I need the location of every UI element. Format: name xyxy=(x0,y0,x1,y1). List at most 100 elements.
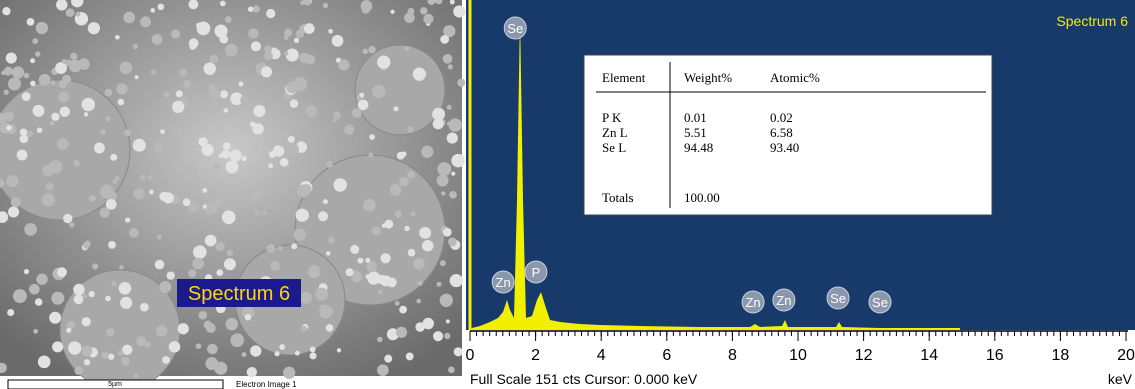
particle xyxy=(112,281,117,286)
particle xyxy=(377,56,390,69)
particle xyxy=(224,258,236,270)
particle xyxy=(160,129,165,134)
particle xyxy=(158,4,165,11)
particle xyxy=(404,46,409,51)
particle xyxy=(248,6,254,12)
particle xyxy=(369,134,375,140)
particle xyxy=(204,321,212,329)
particle xyxy=(198,311,207,320)
particle xyxy=(420,7,427,14)
particle xyxy=(118,350,124,356)
particle xyxy=(225,16,232,23)
particle xyxy=(179,69,187,77)
particle xyxy=(280,158,289,167)
particle xyxy=(36,22,48,34)
particle xyxy=(115,35,120,40)
particle xyxy=(82,317,91,326)
particle xyxy=(413,258,425,270)
particle xyxy=(11,197,21,207)
particle xyxy=(223,108,228,113)
particle xyxy=(37,127,43,133)
particle xyxy=(145,341,151,347)
peak-label: P xyxy=(532,265,541,280)
x-unit: keV xyxy=(1108,371,1133,387)
particle xyxy=(52,341,63,352)
particle xyxy=(393,106,398,111)
particle xyxy=(119,265,124,270)
particle xyxy=(33,105,45,117)
particle xyxy=(270,261,280,271)
particle xyxy=(129,228,138,237)
particle xyxy=(273,145,285,157)
particle xyxy=(448,367,455,374)
particle xyxy=(205,235,217,247)
table-cell: 93.40 xyxy=(770,140,799,155)
particle xyxy=(62,59,67,64)
particle xyxy=(74,366,82,374)
particle xyxy=(133,139,146,152)
particle xyxy=(76,12,81,17)
particle xyxy=(252,123,263,134)
table-header: Element xyxy=(602,70,646,85)
particle xyxy=(8,77,21,90)
scale-label: 5µm xyxy=(108,381,122,388)
particle xyxy=(380,276,391,287)
sem-label: Spectrum 6 xyxy=(188,283,290,305)
particle xyxy=(207,344,218,355)
particle xyxy=(415,322,424,331)
particle xyxy=(29,284,40,295)
particle xyxy=(291,243,297,249)
particle xyxy=(81,345,92,356)
particle xyxy=(221,150,230,159)
particle xyxy=(288,136,295,143)
particle xyxy=(408,249,416,257)
particle xyxy=(250,188,262,200)
particle xyxy=(140,174,146,180)
particle xyxy=(112,179,117,184)
particle xyxy=(328,237,335,244)
particle xyxy=(437,282,442,287)
particle xyxy=(45,183,53,191)
particle xyxy=(357,96,362,101)
particle xyxy=(163,91,169,97)
particle xyxy=(57,138,69,150)
particle xyxy=(266,9,275,18)
particle xyxy=(152,34,163,45)
particle xyxy=(296,209,309,222)
particle xyxy=(395,301,400,306)
particle xyxy=(33,329,38,334)
particle xyxy=(253,5,260,12)
particle xyxy=(247,367,257,377)
particle xyxy=(449,191,457,199)
particle xyxy=(192,258,204,270)
result-table: ElementWeight%Atomic%P K0.010.02Zn L5.51… xyxy=(584,55,992,215)
particle xyxy=(323,199,328,204)
particle xyxy=(366,274,370,278)
peak-label: Se xyxy=(872,295,888,310)
particle xyxy=(346,268,354,276)
particle xyxy=(440,35,449,44)
particle xyxy=(300,292,312,304)
particle xyxy=(89,195,96,202)
particle xyxy=(437,162,451,176)
particle xyxy=(352,108,362,118)
particle xyxy=(287,143,299,155)
particle xyxy=(193,245,207,259)
particle xyxy=(50,121,55,126)
particle xyxy=(372,85,385,98)
x-tick-label: 14 xyxy=(920,347,938,364)
particle xyxy=(62,75,71,84)
particle xyxy=(279,344,285,350)
particle xyxy=(202,144,214,156)
particle xyxy=(193,128,198,133)
particle xyxy=(35,298,43,306)
particle xyxy=(134,373,138,377)
particle xyxy=(171,29,180,38)
particle xyxy=(368,46,376,54)
particle xyxy=(216,242,225,251)
particle xyxy=(450,274,463,287)
x-tick-label: 4 xyxy=(597,347,606,364)
footer: Full Scale 151 cts Cursor: 0.000 keV xyxy=(470,371,698,387)
particle xyxy=(279,142,284,147)
particle xyxy=(384,355,392,363)
